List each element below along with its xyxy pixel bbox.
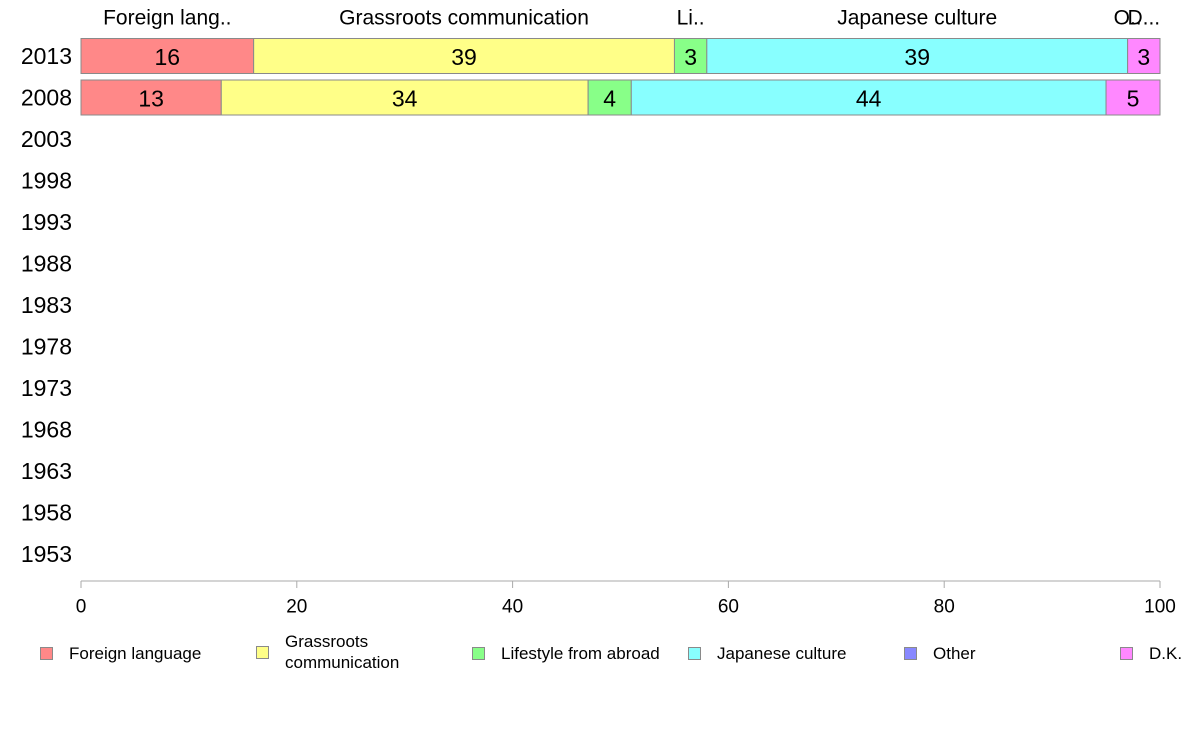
x-tick-label-0: 0 <box>76 597 87 618</box>
data-label-2013-foreign-language: 16 <box>155 44 181 70</box>
segment-header-d-k: D... <box>1127 7 1160 30</box>
legend-label-lifestyle-from-abroad: Lifestyle from abroad <box>501 644 660 663</box>
x-tick-label-80: 80 <box>934 597 955 618</box>
legend-swatch-lifestyle-from-abroad <box>472 647 485 660</box>
legend-label-other: Other <box>933 644 976 663</box>
segment-header-grassroots-communication: Grassroots communication <box>339 7 589 30</box>
data-label-2013-d-k: 3 <box>1137 44 1150 70</box>
y-tick-label-2008: 2008 <box>21 85 72 111</box>
legend-swatch-other <box>904 647 917 660</box>
y-tick-label-1953: 1953 <box>21 541 72 567</box>
data-label-2013-grassroots-communication: 39 <box>451 44 477 70</box>
bar-2008-japanese-culture <box>630 79 1107 116</box>
legend-item-foreign-language: Foreign language <box>40 643 201 664</box>
y-tick-label-1993: 1993 <box>21 209 72 235</box>
y-tick-label-1958: 1958 <box>21 500 72 526</box>
data-label-2008-japanese-culture: 44 <box>856 86 882 112</box>
legend-swatch-foreign-language <box>40 647 53 660</box>
bar-2013-grassroots-communication <box>253 38 675 74</box>
segment-header-foreign-language: Foreign lang.. <box>103 7 231 30</box>
legend-item-lifestyle-from-abroad: Lifestyle from abroad <box>472 643 660 664</box>
legend-item-other: Other <box>904 643 976 664</box>
data-label-2008-grassroots-communication: 34 <box>392 86 418 112</box>
x-tick-label-60: 60 <box>718 597 739 618</box>
data-label-2013-japanese-culture: 39 <box>904 44 930 70</box>
y-tick-label-1968: 1968 <box>21 417 72 443</box>
legend-item-grassroots-communication: Grassroots communication <box>256 631 399 673</box>
bar-2008-grassroots-communication <box>220 79 589 116</box>
y-tick-label-1988: 1988 <box>21 251 72 277</box>
segment-header-lifestyle-from-abroad: Li.. <box>677 7 705 30</box>
data-label-2013-lifestyle-from-abroad: 3 <box>684 44 697 70</box>
segment-header-other: O.. <box>1114 7 1142 30</box>
y-tick-label-1963: 1963 <box>21 458 72 484</box>
bar-2013-japanese-culture <box>706 38 1129 74</box>
bar-2013-foreign-language <box>80 38 255 74</box>
y-tick-label-1973: 1973 <box>21 375 72 401</box>
x-tick-label-20: 20 <box>286 597 307 618</box>
bar-2008-foreign-language <box>80 79 222 116</box>
legend-item-dk: D.K. <box>1120 643 1182 664</box>
x-tick-label-40: 40 <box>502 597 523 618</box>
x-tick-label-100: 100 <box>1144 597 1176 618</box>
bar-2008-lifestyle-from-abroad <box>587 79 632 116</box>
legend-swatch-grassroots-communication <box>256 645 269 659</box>
legend-swatch-dk <box>1120 647 1133 660</box>
data-label-2008-d-k: 5 <box>1127 86 1140 112</box>
bar-2013-lifestyle-from-abroad <box>673 38 708 74</box>
data-label-2008-lifestyle-from-abroad: 4 <box>603 86 616 112</box>
legend-label-foreign-language: Foreign language <box>69 644 202 663</box>
chart-legend: Foreign language Grassroots communicatio… <box>0 628 1188 688</box>
data-label-2008-foreign-language: 13 <box>138 86 164 112</box>
y-tick-label-1978: 1978 <box>21 334 72 360</box>
legend-label-dk: D.K. <box>1149 644 1183 663</box>
y-tick-label-1983: 1983 <box>21 292 72 318</box>
legend-label-japanese-culture: Japanese culture <box>717 644 847 663</box>
y-tick-label-2003: 2003 <box>21 126 72 152</box>
bar-2008-d-k <box>1105 79 1161 116</box>
y-tick-label-2013: 2013 <box>21 43 72 69</box>
legend-swatch-japanese-culture <box>688 647 701 660</box>
y-tick-label-1998: 1998 <box>21 168 72 194</box>
bar-2013-d-k <box>1127 38 1161 74</box>
segment-header-japanese-culture: Japanese culture <box>837 7 997 30</box>
legend-item-japanese-culture: Japanese culture <box>688 643 846 664</box>
legend-label-grassroots-communication: Grassroots communication <box>285 632 400 672</box>
